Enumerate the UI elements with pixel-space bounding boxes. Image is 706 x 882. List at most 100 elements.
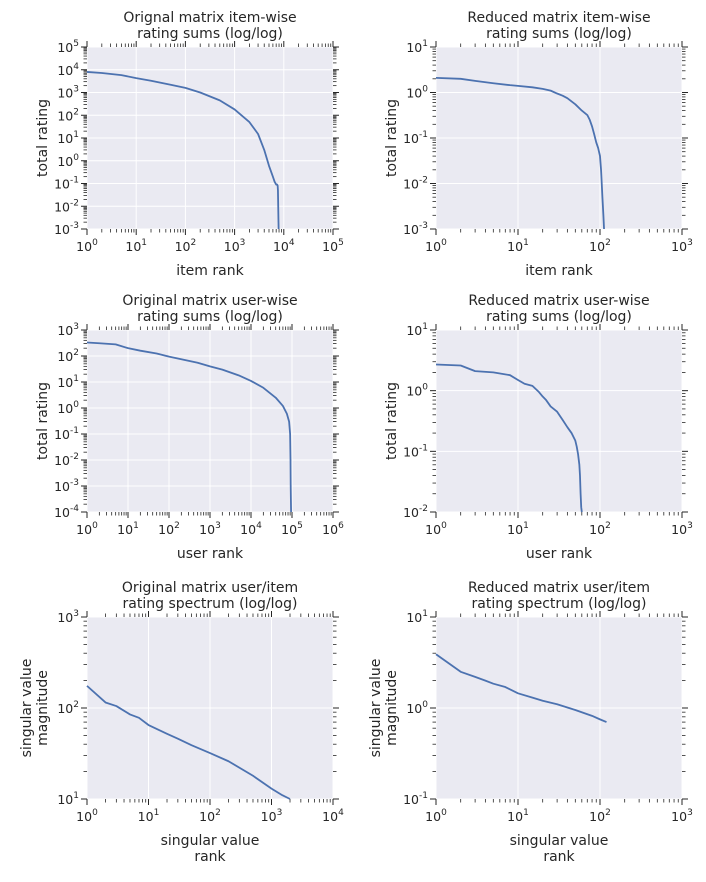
x-tick-label: 100	[425, 521, 447, 537]
x-axis-label: item rank	[525, 263, 593, 279]
chart-title-line: rating sums (log/log)	[137, 309, 283, 325]
y-tick-label: 10-4	[54, 504, 79, 520]
y-tick-label: 101	[57, 130, 79, 146]
chart-title-line: Original matrix user-wise	[122, 293, 297, 309]
x-tick-label: 105	[322, 238, 344, 254]
y-tick-label: 103	[57, 85, 79, 101]
x-axis-label: rank	[543, 849, 575, 865]
x-tick-label: 104	[273, 238, 295, 254]
y-axis-label: magnitude	[35, 670, 51, 746]
y-tick-label: 10-2	[403, 504, 428, 520]
x-tick-label: 100	[76, 238, 98, 254]
chart-title-line: Reduced matrix item-wise	[467, 10, 650, 26]
x-tick-label: 100	[425, 238, 447, 254]
x-tick-label: 102	[589, 521, 611, 537]
y-tick-label: 10-3	[54, 221, 79, 237]
x-axis-label: item rank	[176, 263, 244, 279]
y-tick-label: 100	[406, 85, 428, 101]
x-tick-label: 102	[158, 521, 180, 537]
chart-title-line: rating sums (log/log)	[137, 26, 283, 42]
y-tick-label: 103	[57, 322, 79, 338]
x-tick-label: 101	[117, 521, 139, 537]
y-tick-label: 105	[57, 39, 79, 55]
x-tick-label: 102	[199, 808, 221, 824]
series-line	[86, 685, 291, 800]
y-tick-label: 101	[406, 609, 428, 625]
y-axis-label: total rating	[384, 382, 400, 460]
x-tick-label: 101	[125, 238, 147, 254]
series-line	[435, 363, 583, 513]
chart-title-line: rating spectrum (log/log)	[472, 596, 647, 612]
y-tick-label: 10-1	[403, 791, 428, 807]
x-axis-label: user rank	[177, 546, 244, 562]
y-tick-label: 100	[406, 383, 428, 399]
x-axis-label: rank	[194, 849, 226, 865]
chart-panel-1: 100 101 102 103 104 105 10-3 10-2 10-1 100 101 102 1…	[35, 10, 344, 279]
chart-title-line: Original matrix user/item	[122, 580, 298, 596]
y-tick-label: 10-3	[403, 221, 428, 237]
y-tick-label: 101	[57, 374, 79, 390]
y-tick-label: 10-1	[403, 443, 428, 459]
series-line	[86, 341, 292, 513]
x-axis-label: singular value	[510, 833, 609, 849]
chart-title-line: rating sums (log/log)	[486, 26, 632, 42]
x-tick-label: 101	[507, 238, 529, 254]
x-tick-label: 103	[671, 238, 693, 254]
chart-title-line: Reduced matrix user-wise	[468, 293, 649, 309]
x-tick-label: 104	[240, 521, 262, 537]
y-axis-label: singular value	[19, 659, 35, 758]
x-tick-label: 100	[425, 808, 447, 824]
x-tick-label: 103	[671, 808, 693, 824]
y-axis-label: total rating	[384, 99, 400, 177]
x-tick-label: 101	[507, 808, 529, 824]
x-tick-label: 105	[281, 521, 303, 537]
y-tick-label: 100	[406, 700, 428, 716]
x-tick-label: 103	[224, 238, 246, 254]
chart-title-line: rating spectrum (log/log)	[123, 596, 298, 612]
x-tick-label: 103	[261, 808, 283, 824]
x-tick-label: 102	[589, 238, 611, 254]
x-axis-label: user rank	[526, 546, 593, 562]
x-tick-label: 100	[76, 521, 98, 537]
y-tick-label: 10-1	[54, 176, 79, 192]
y-tick-label: 101	[406, 322, 428, 338]
chart-title-line: Reduced matrix user/item	[468, 580, 650, 596]
x-tick-label: 102	[589, 808, 611, 824]
y-tick-label: 102	[57, 348, 79, 364]
y-tick-label: 101	[57, 791, 79, 807]
series-line	[435, 76, 605, 230]
y-tick-label: 10-1	[403, 130, 428, 146]
chart-title-line: Orignal matrix item-wise	[123, 10, 296, 26]
y-axis-label: singular value	[368, 659, 384, 758]
y-tick-label: 101	[406, 39, 428, 55]
x-tick-label: 102	[175, 238, 197, 254]
x-tick-label: 101	[138, 808, 160, 824]
y-tick-label: 10-2	[403, 176, 428, 192]
x-tick-label: 104	[322, 808, 344, 824]
x-tick-label: 106	[322, 521, 344, 537]
y-tick-label: 102	[57, 107, 79, 123]
y-tick-label: 104	[57, 62, 79, 78]
series-line	[86, 71, 280, 230]
x-axis-label: singular value	[161, 833, 260, 849]
x-tick-label: 103	[199, 521, 221, 537]
chart-title-line: rating sums (log/log)	[486, 309, 632, 325]
chart-panel-2: 100 101 102 103 10-3 10-2 10-1 100 101 Reduced ma…	[384, 10, 693, 279]
plot-background	[436, 330, 682, 512]
y-tick-label: 10-1	[54, 426, 79, 442]
y-tick-label: 100	[57, 153, 79, 169]
y-tick-label: 10-3	[54, 478, 79, 494]
y-tick-label: 10-2	[54, 452, 79, 468]
y-tick-label: 102	[57, 700, 79, 716]
y-tick-label: 10-2	[54, 198, 79, 214]
y-tick-label: 100	[57, 400, 79, 416]
x-tick-label: 103	[671, 521, 693, 537]
x-tick-label: 100	[76, 808, 98, 824]
y-tick-label: 103	[57, 609, 79, 625]
y-axis-label: magnitude	[384, 670, 400, 746]
y-axis-label: total rating	[35, 99, 51, 177]
x-tick-label: 101	[507, 521, 529, 537]
